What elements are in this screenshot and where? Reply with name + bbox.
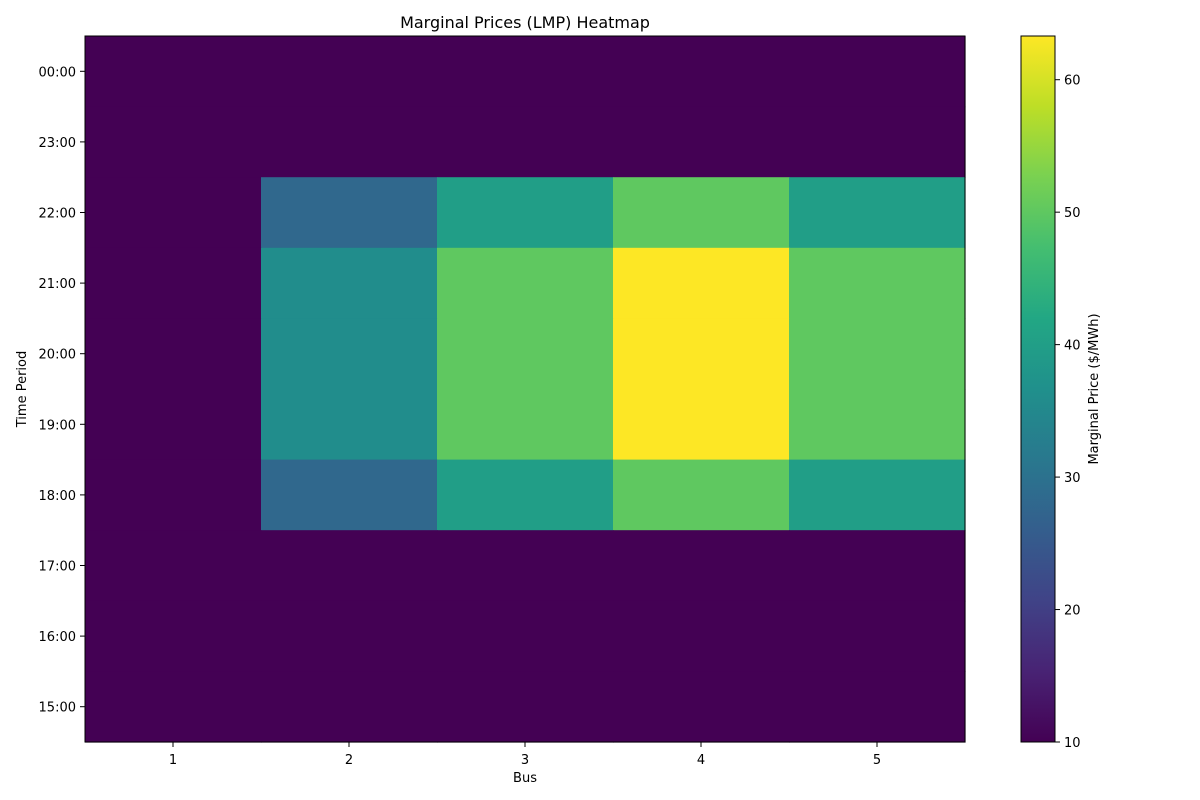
y-tick-label: 18:00 <box>39 489 76 504</box>
heatmap-cell <box>261 36 438 108</box>
heatmap-cell <box>437 177 614 249</box>
x-tick-label: 4 <box>697 753 705 768</box>
heatmap-cell <box>85 389 262 461</box>
y-tick-label: 19:00 <box>39 418 76 433</box>
y-tick-label: 22:00 <box>39 207 76 222</box>
heatmap-cell <box>613 389 790 461</box>
colorbar-ticks: 10 20 30 40 50 60 <box>1055 74 1081 751</box>
colorbar-tick-label: 40 <box>1064 339 1081 354</box>
heatmap-cell <box>613 177 790 249</box>
x-axis: 1 2 3 4 5 <box>169 742 881 768</box>
heatmap-cell <box>85 318 262 390</box>
heatmap-cell <box>613 459 790 531</box>
heatmap-cell <box>789 106 966 178</box>
heatmap-cell <box>789 459 966 531</box>
heatmap-cell <box>789 247 966 319</box>
heatmap-cell <box>613 318 790 390</box>
heatmap-cell <box>437 600 614 672</box>
heatmap-cell <box>613 106 790 178</box>
y-tick-label: 21:00 <box>39 277 76 292</box>
y-axis-label: Time Period <box>15 351 30 428</box>
heatmap-cell <box>85 106 262 178</box>
heatmap-cell <box>613 247 790 319</box>
heatmap-cell <box>437 671 614 743</box>
heatmap-cell <box>261 318 438 390</box>
heatmap-cell <box>789 530 966 602</box>
heatmap-cell <box>789 318 966 390</box>
y-tick-label: 23:00 <box>39 136 76 151</box>
heatmap-cell <box>437 530 614 602</box>
colorbar-tick-label: 10 <box>1064 736 1081 751</box>
heatmap-cell <box>613 530 790 602</box>
x-tick-label: 1 <box>169 753 177 768</box>
heatmap-cell <box>789 177 966 249</box>
heatmap-cell <box>437 106 614 178</box>
heatmap-cell <box>613 36 790 108</box>
heatmap-cell <box>85 177 262 249</box>
heatmap-cell <box>613 671 790 743</box>
heatmap-cell <box>437 36 614 108</box>
heatmap-cell <box>789 671 966 743</box>
y-tick-label: 20:00 <box>39 348 76 363</box>
x-tick-label: 2 <box>345 753 353 768</box>
colorbar-tick-label: 30 <box>1064 471 1081 486</box>
heatmap-cell <box>261 106 438 178</box>
colorbar-tick-label: 60 <box>1064 74 1081 89</box>
heatmap-cells <box>85 36 966 743</box>
heatmap-cell <box>789 389 966 461</box>
y-axis: 00:00 23:00 22:00 21:00 20:00 19:00 18:00 17:00… <box>39 65 85 716</box>
chart-title: Marginal Prices (LMP) Heatmap <box>400 13 650 32</box>
heatmap-cell <box>261 177 438 249</box>
colorbar-tick-label: 20 <box>1064 604 1081 619</box>
heatmap-cell <box>85 671 262 743</box>
heatmap-cell <box>437 318 614 390</box>
heatmap-cell <box>261 459 438 531</box>
heatmap-cell <box>85 459 262 531</box>
y-tick-label: 15:00 <box>39 701 76 716</box>
heatmap-cell <box>437 459 614 531</box>
heatmap-cell <box>85 530 262 602</box>
x-tick-label: 3 <box>521 753 529 768</box>
y-tick-label: 00:00 <box>39 65 76 80</box>
heatmap-cell <box>85 247 262 319</box>
colorbar <box>1020 35 1056 743</box>
x-tick-label: 5 <box>873 753 881 768</box>
heatmap-cell <box>261 389 438 461</box>
heatmap-cell <box>789 36 966 108</box>
y-tick-label: 16:00 <box>39 630 76 645</box>
x-axis-label: Bus <box>513 771 537 786</box>
heatmap-cell <box>261 247 438 319</box>
heatmap-cell <box>437 389 614 461</box>
heatmap-cell <box>261 600 438 672</box>
heatmap-cell <box>261 530 438 602</box>
heatmap-cell <box>789 600 966 672</box>
colorbar-label: Marginal Price ($/MWh) <box>1087 313 1102 464</box>
heatmap-cell <box>261 671 438 743</box>
heatmap-cell <box>85 36 262 108</box>
heatmap-cell <box>437 247 614 319</box>
colorbar-tick-label: 50 <box>1064 206 1081 221</box>
heatmap-cell <box>613 600 790 672</box>
heatmap-cell <box>85 600 262 672</box>
y-tick-label: 17:00 <box>39 560 76 575</box>
